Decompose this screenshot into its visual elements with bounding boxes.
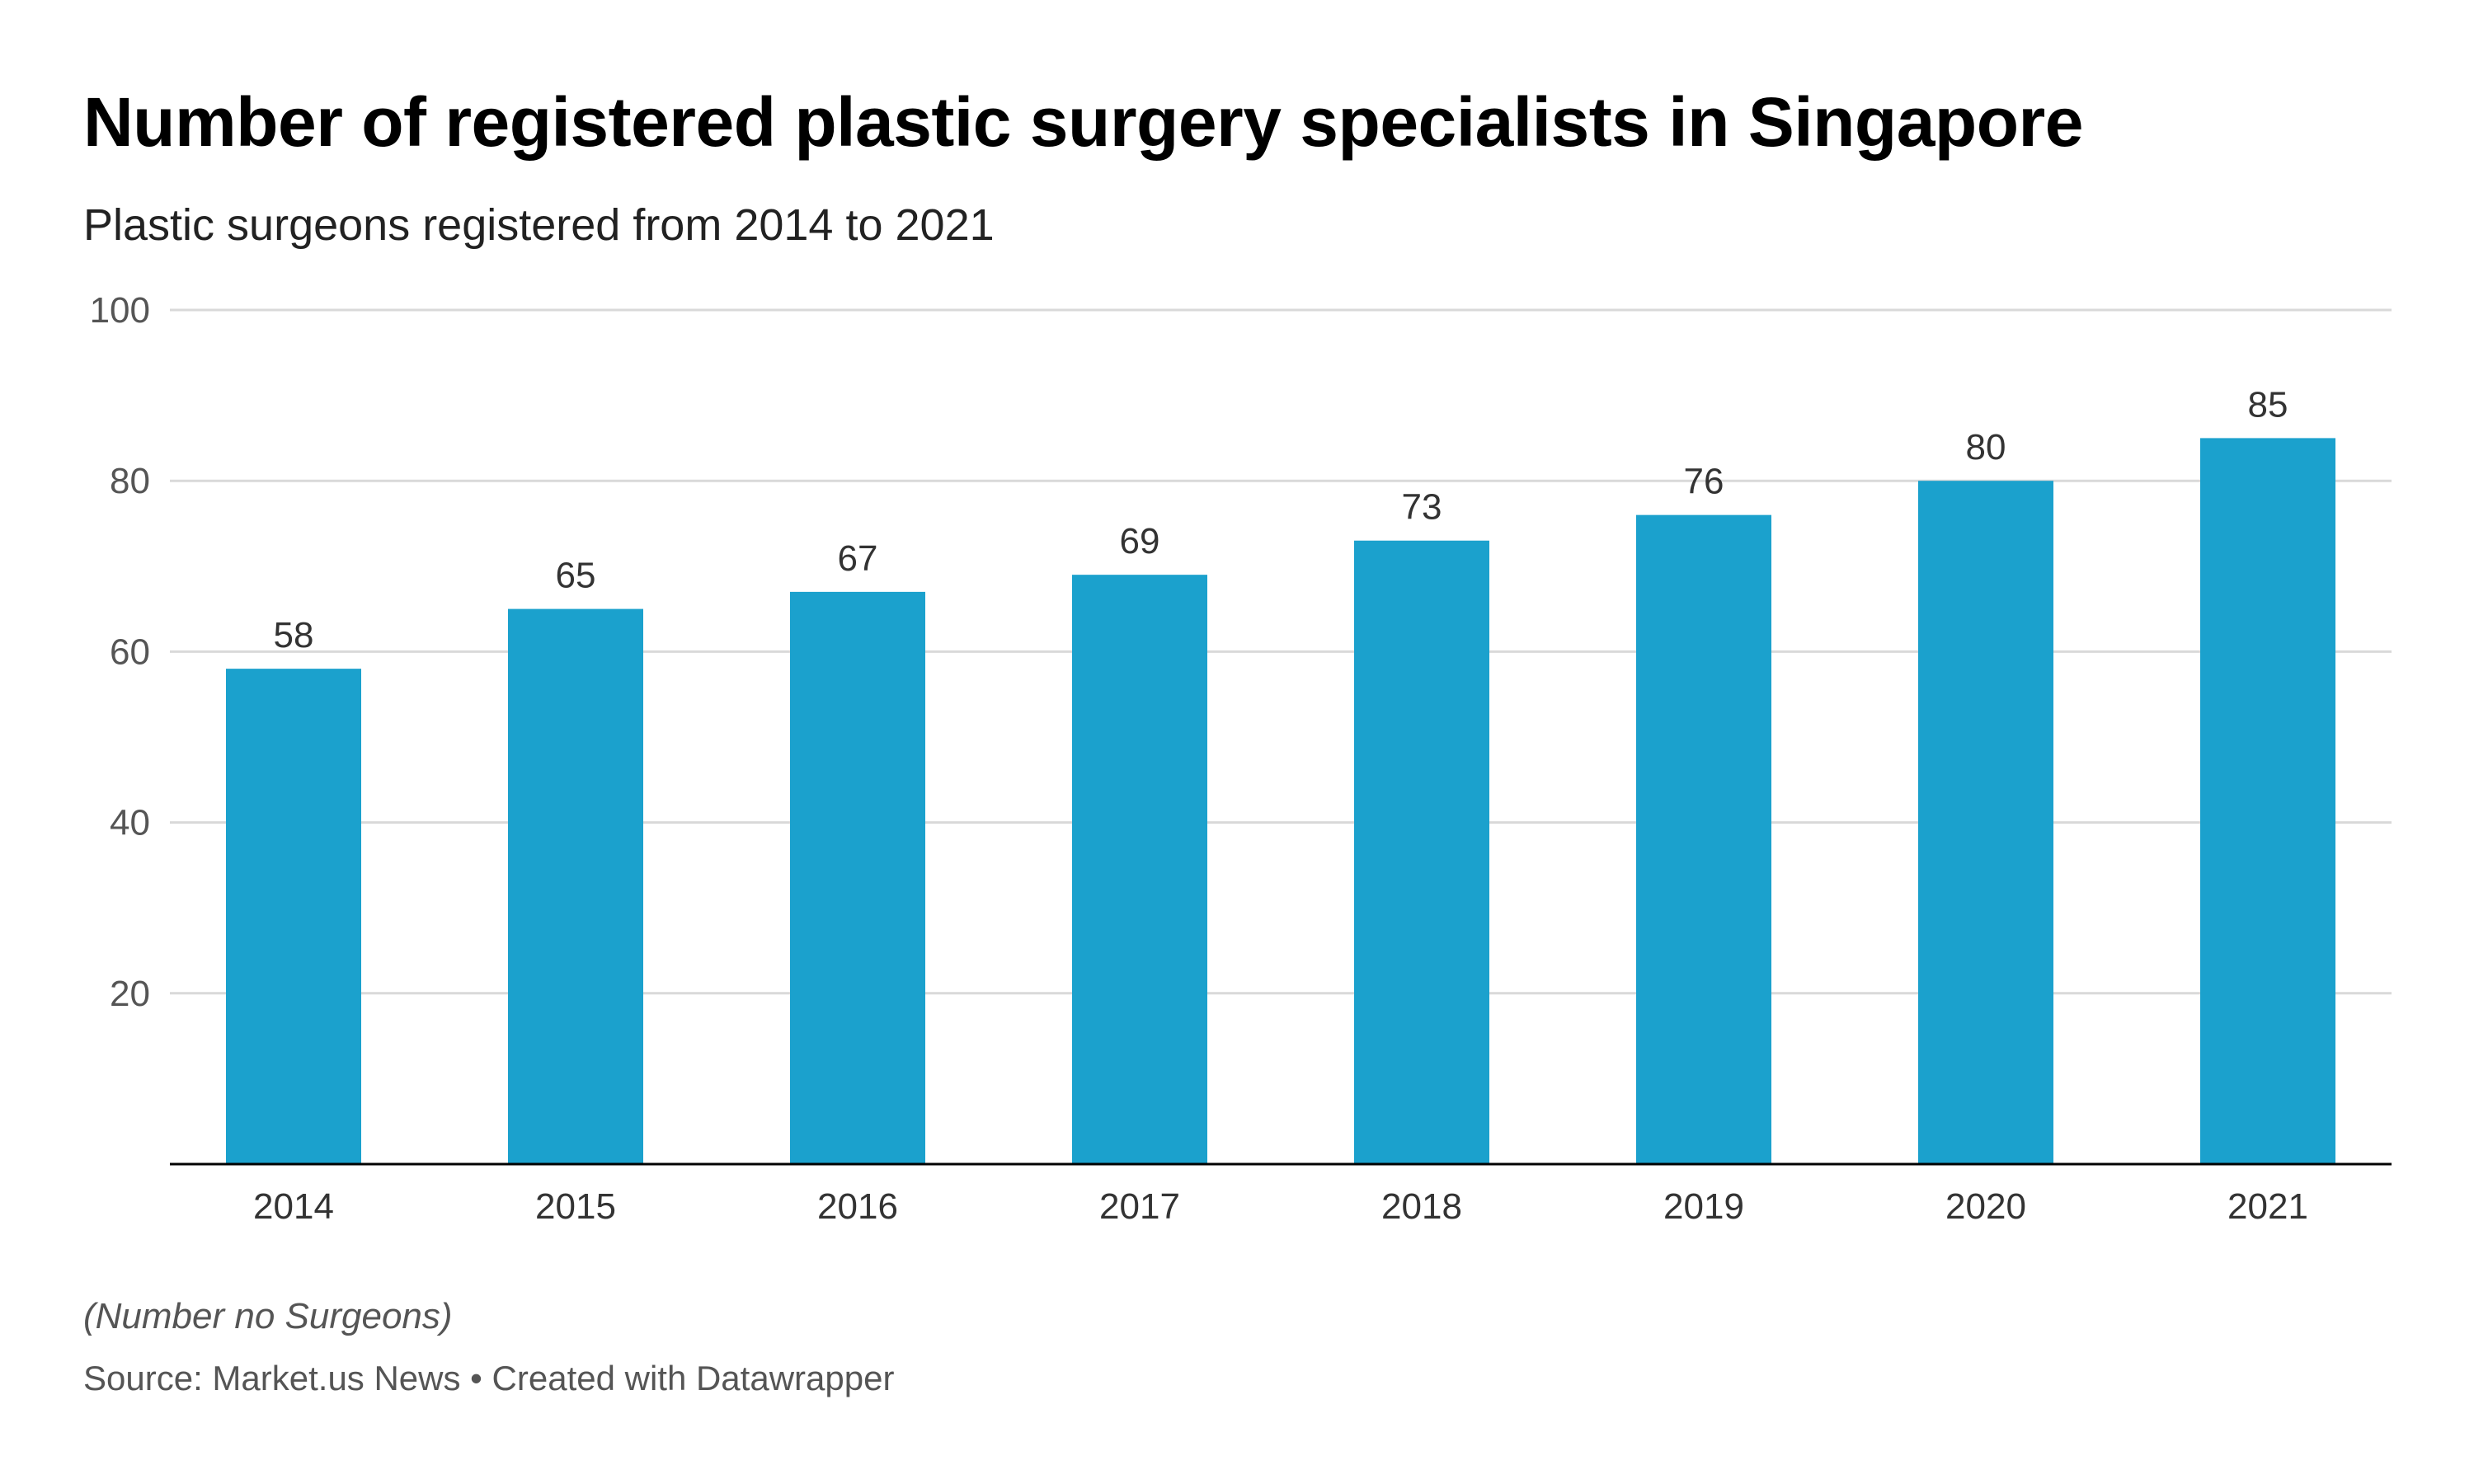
bar-2020 [1918,481,2053,1164]
data-label: 65 [556,556,596,596]
x-tick-label: 2019 [1663,1186,1744,1227]
data-label: 67 [838,538,878,579]
y-tick-label: 40 [110,803,150,843]
data-label: 73 [1402,487,1442,528]
bar-2015 [508,608,643,1164]
data-label: 76 [1684,462,1724,502]
y-tick-label: 20 [110,974,150,1014]
data-label: 58 [274,615,314,655]
chart-title: Number of registered plastic surgery spe… [83,83,2083,161]
data-label: 80 [1966,427,2006,467]
y-tick-label: 100 [90,290,150,331]
chart-subtitle: Plastic surgeons registered from 2014 to… [83,200,995,250]
data-label: 69 [1120,521,1160,561]
x-tick-label: 2017 [1099,1186,1180,1227]
bar-2018 [1354,540,1489,1164]
x-tick-label: 2021 [2227,1186,2308,1227]
bar-2014 [226,669,361,1164]
x-tick-label: 2018 [1381,1186,1462,1227]
bar-2021 [2200,438,2335,1164]
data-label: 85 [2248,384,2288,425]
y-tick-label: 60 [110,632,150,672]
bar-2019 [1636,514,1771,1164]
x-tick-label: 2016 [817,1186,898,1227]
x-tick-label: 2020 [1945,1186,2026,1227]
x-tick-label: 2014 [253,1186,334,1227]
y-tick-label: 80 [110,461,150,501]
bar-2017 [1072,575,1207,1164]
bar-2016 [790,591,925,1164]
source-line: Source: Market.us News • Created with Da… [83,1359,895,1397]
chart-note: (Number no Surgeons) [83,1296,453,1336]
x-tick-label: 2015 [535,1186,616,1227]
